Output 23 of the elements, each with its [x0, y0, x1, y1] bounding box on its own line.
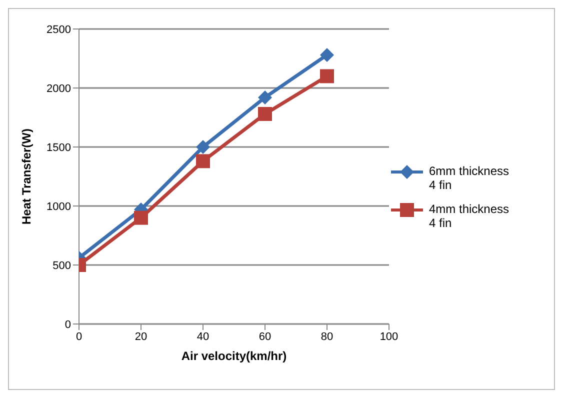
- y-axis-title: Heat Transfer(W): [19, 128, 34, 225]
- x-tick-label: 20: [134, 330, 148, 343]
- y-tick-label: 1500: [46, 142, 71, 154]
- y-tick-label: 2500: [46, 24, 71, 36]
- legend-label: 6mm thickness 4 fin: [429, 164, 510, 192]
- point: [320, 48, 334, 62]
- point: [196, 154, 210, 168]
- y-tick-label: 500: [52, 260, 71, 272]
- x-tick-label: 60: [258, 330, 272, 343]
- y-tick-label: 2000: [46, 82, 71, 95]
- point: [196, 140, 210, 154]
- legend-label: 4mm thickness 4 fin: [429, 202, 510, 230]
- x-axis-title: Air velocity(km/hr): [181, 349, 287, 363]
- point: [258, 106, 272, 121]
- y-tick-label: 0: [64, 318, 71, 331]
- x-tick-label: 100: [380, 330, 398, 343]
- point: [258, 90, 272, 104]
- x-tick-label: 80: [320, 330, 334, 343]
- x-tick-label: 0: [76, 330, 82, 343]
- point: [320, 69, 334, 84]
- y-tick-label: 1000: [46, 200, 71, 213]
- x-tick-label: 40: [196, 330, 210, 343]
- point: [134, 210, 148, 225]
